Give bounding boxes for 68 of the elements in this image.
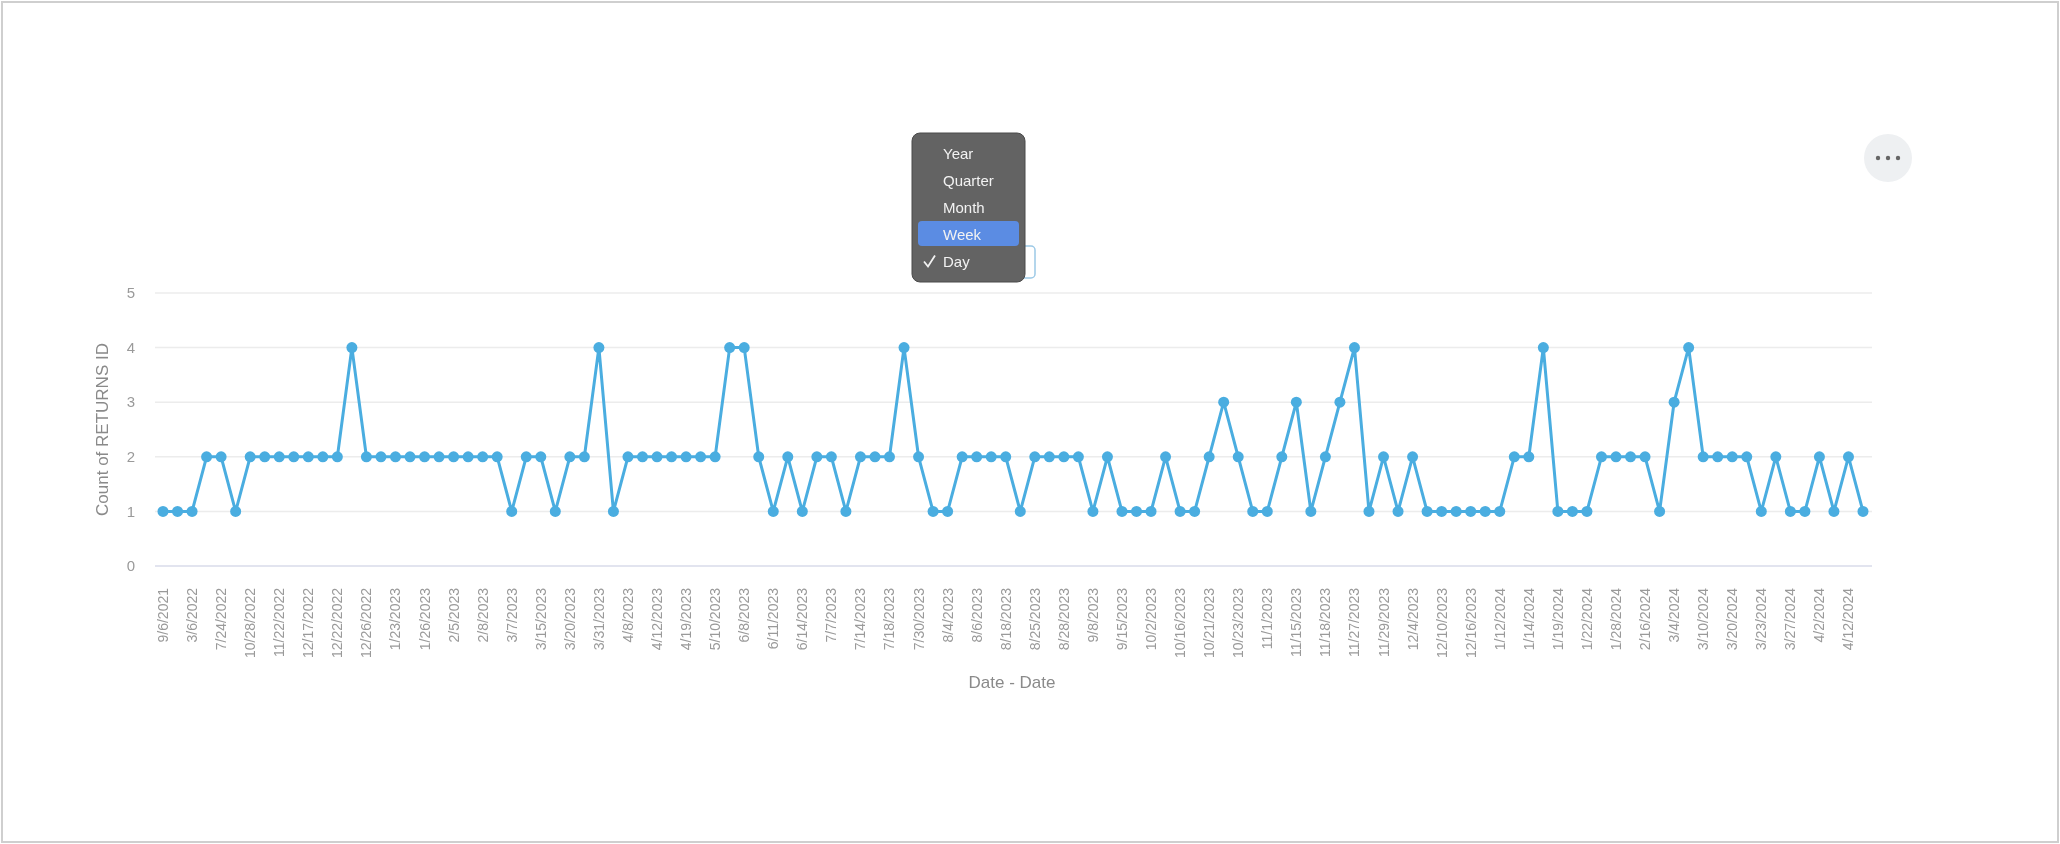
x-tick-label: 7/30/2023 [910, 587, 927, 651]
x-tick-label: 7/7/2023 [823, 587, 840, 643]
x-tick-label: 1/14/2024 [1520, 587, 1537, 651]
x-tick-label: 10/16/2023 [1172, 587, 1189, 659]
x-tick-label: 1/19/2024 [1549, 587, 1566, 651]
x-tick-label: 2/8/2023 [474, 587, 491, 643]
x-tick-label: 11/18/2023 [1317, 587, 1334, 658]
x-tick-label: 12/17/2022 [300, 587, 317, 659]
x-tick-label: 12/22/2022 [329, 587, 346, 659]
x-tick-label: 7/24/2022 [213, 587, 230, 651]
y-tick-label: 2 [126, 448, 135, 466]
x-tick-label: 3/6/2022 [184, 587, 201, 643]
x-tick-label: 1/12/2024 [1491, 587, 1508, 651]
x-tick-label: 2/16/2024 [1637, 587, 1654, 651]
x-tick-label: 4/8/2023 [619, 587, 636, 643]
x-tick-label: 1/28/2024 [1607, 587, 1624, 651]
x-tick-label: 11/22/2022 [271, 587, 288, 658]
x-tick-label: 7/14/2023 [852, 587, 869, 651]
x-tick-label: 8/28/2023 [1055, 587, 1072, 651]
x-tick-label: 12/16/2023 [1462, 587, 1479, 659]
x-tick-label: 10/23/2023 [1230, 587, 1247, 659]
x-tick-label: 8/6/2023 [968, 587, 985, 643]
x-tick-label: 3/27/2024 [1782, 587, 1799, 651]
x-tick-label: 3/20/2023 [561, 587, 578, 651]
x-axis-title: Date - Date [968, 673, 1056, 692]
x-tick-label: 3/23/2024 [1753, 587, 1770, 651]
x-tick-label: 3/4/2024 [1666, 587, 1683, 643]
y-tick-label: 4 [126, 338, 135, 356]
y-tick-label: 5 [126, 284, 135, 302]
x-tick-label: 1/26/2023 [416, 587, 433, 651]
x-tick-label: 6/8/2023 [736, 587, 753, 643]
x-tick-label: 3/20/2024 [1724, 587, 1741, 651]
x-tick-label: 5/10/2023 [707, 587, 724, 651]
x-tick-label: 10/28/2022 [242, 587, 259, 659]
x-tick-label: 4/19/2023 [678, 587, 695, 651]
x-tick-label: 11/29/2023 [1375, 587, 1392, 658]
x-tick-label: 7/18/2023 [881, 587, 898, 651]
x-tick-label: 9/6/2021 [155, 587, 171, 643]
x-tick-label: 2/5/2023 [445, 587, 462, 643]
x-tick-label: 8/4/2023 [939, 587, 956, 643]
x-tick-label: 3/7/2023 [503, 587, 520, 643]
x-tick-label: 8/18/2023 [997, 587, 1014, 651]
x-tick-label: 1/22/2024 [1578, 587, 1595, 651]
x-tick-label: 4/2/2024 [1811, 587, 1828, 643]
x-tick-label: 3/10/2024 [1695, 587, 1712, 651]
x-tick-label: 12/10/2023 [1433, 587, 1450, 659]
x-tick-label: 11/1/2023 [1259, 587, 1276, 650]
x-tick-label: 9/15/2023 [1113, 587, 1130, 651]
x-tick-label: 12/26/2022 [358, 587, 375, 659]
x-tick-label: 1/23/2023 [387, 587, 404, 651]
x-tick-label: 10/21/2023 [1201, 587, 1218, 659]
x-tick-label: 4/12/2024 [1840, 587, 1857, 651]
x-tick-label: 6/11/2023 [765, 587, 782, 650]
dropdown-menu: Year Quarter Month Week Day [911, 132, 1026, 283]
x-tick-label: 9/8/2023 [1084, 587, 1101, 643]
x-tick-label: 3/31/2023 [590, 587, 607, 651]
y-tick-label: 1 [126, 502, 135, 520]
x-tick-label: 11/27/2023 [1346, 587, 1363, 658]
x-tick-label: 11/15/2023 [1288, 587, 1305, 658]
x-tick-label: 10/2/2023 [1143, 587, 1160, 651]
x-tick-label: 12/4/2023 [1404, 587, 1421, 651]
y-tick-label: 0 [126, 557, 135, 575]
x-tick-label: 3/15/2023 [532, 587, 549, 651]
x-tick-label: 6/14/2023 [794, 587, 811, 651]
x-tick-label: 8/25/2023 [1026, 587, 1043, 651]
y-tick-label: 3 [126, 393, 135, 411]
y-axis-title: Count of RETURNS ID [93, 343, 112, 516]
x-tick-label: 4/12/2023 [649, 587, 666, 651]
